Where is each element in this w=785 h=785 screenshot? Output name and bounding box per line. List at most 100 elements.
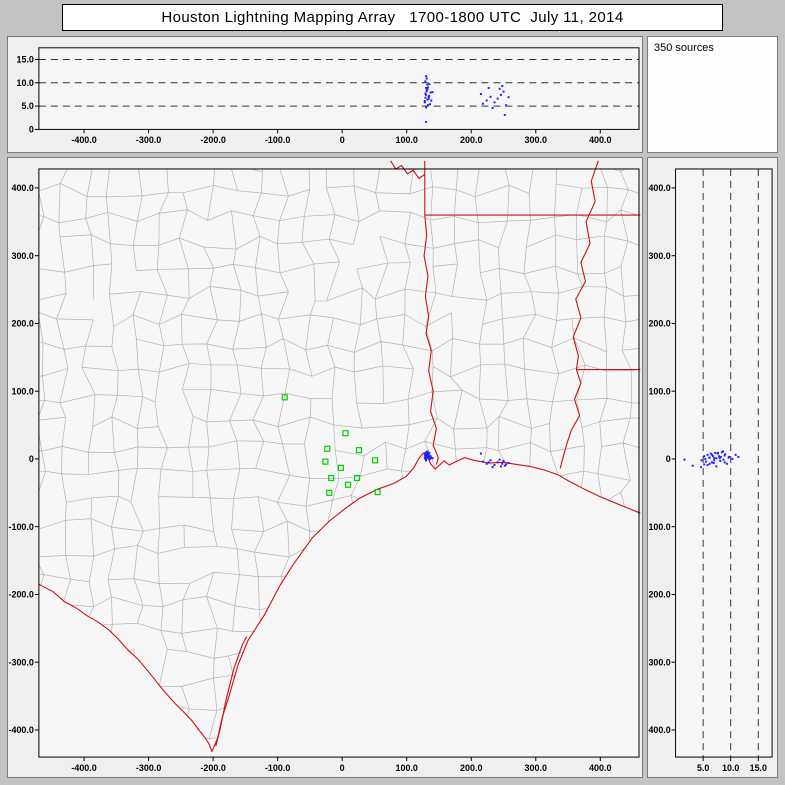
- source-point: [491, 106, 494, 109]
- source-point: [503, 464, 506, 467]
- source-point: [711, 461, 713, 464]
- station-marker: [355, 447, 363, 454]
- source-point: [425, 77, 428, 80]
- source-point: [481, 102, 484, 105]
- source-point: [426, 456, 429, 459]
- tick-label: 400.0: [589, 135, 611, 145]
- source-point: [430, 456, 433, 459]
- source-point: [429, 91, 432, 94]
- source-point: [429, 455, 432, 458]
- source-count-label: 350 sources: [654, 42, 714, 54]
- source-point: [723, 461, 726, 464]
- source-point: [499, 465, 502, 468]
- tick-label: -300.0: [648, 657, 671, 667]
- source-point: [428, 455, 431, 458]
- source-point: [507, 96, 510, 99]
- source-point: [496, 97, 499, 100]
- alt-vs-east-west-plot[interactable]: -400.0 -300.0 -200.0 -100.0 0 100.0 200.0 300.0…: [8, 37, 642, 152]
- plot-frame: [38, 168, 640, 758]
- source-point: [715, 457, 718, 460]
- source-point: [425, 453, 428, 456]
- source-point: [505, 463, 508, 466]
- tick-label: 5.0: [697, 763, 709, 773]
- tick-label: -200.0: [200, 135, 225, 145]
- station-marker: [344, 481, 352, 488]
- source-point: [704, 460, 707, 463]
- source-point: [427, 453, 430, 456]
- source-point: [427, 97, 430, 100]
- source-point: [720, 451, 723, 454]
- source-point: [428, 83, 431, 86]
- source-point: [708, 462, 711, 465]
- source-point: [703, 463, 706, 466]
- tick-label: 100.0: [648, 386, 670, 396]
- tick-label: -200.0: [8, 590, 33, 600]
- source-point: [691, 464, 694, 467]
- rio-grande-border: [38, 583, 213, 752]
- tick-label: -200.0: [648, 590, 671, 600]
- tick-label: 300.0: [525, 763, 547, 773]
- source-point: [731, 457, 734, 460]
- source-point: [487, 461, 490, 464]
- tick-label: 400.0: [648, 183, 670, 193]
- source-point: [427, 457, 430, 460]
- source-point: [425, 455, 428, 458]
- barrier-island: [215, 636, 248, 747]
- tick-label: 400.0: [11, 183, 33, 193]
- tick-label: -300.0: [136, 135, 161, 145]
- source-point: [683, 458, 686, 461]
- tick-label: 10.0: [16, 78, 33, 88]
- station-marker: [342, 430, 349, 437]
- source-point: [425, 75, 428, 78]
- source-point: [423, 453, 426, 456]
- source-point: [423, 456, 426, 459]
- source-histogram-panel[interactable]: 350 sources: [647, 36, 778, 153]
- source-point: [426, 455, 429, 458]
- source-point: [501, 85, 504, 88]
- source-point: [428, 457, 431, 460]
- source-point: [426, 88, 429, 91]
- station-marker: [374, 489, 381, 496]
- source-point: [712, 455, 715, 458]
- source-point: [507, 462, 510, 465]
- source-point: [489, 95, 492, 98]
- source-point: [426, 98, 429, 101]
- source-point: [706, 464, 709, 467]
- source-point: [719, 460, 722, 463]
- alt-vs-east-west-panel[interactable]: -400.0 -300.0 -200.0 -100.0 0 100.0 200.0 300.0…: [7, 36, 643, 153]
- source-point: [425, 106, 428, 109]
- source-point: [498, 458, 501, 461]
- source-point: [503, 113, 506, 116]
- source-point: [431, 91, 434, 94]
- source-point: [485, 462, 488, 465]
- tick-label: 300.0: [525, 135, 547, 145]
- source-point: [704, 457, 707, 460]
- source-point: [430, 99, 433, 102]
- state-border-line: [559, 160, 599, 469]
- source-point: [423, 101, 426, 104]
- source-point: [425, 93, 428, 96]
- alt-vs-north-south-panel[interactable]: 5.0 10.0 15.0 400.0 300.0 200.0 100.0 0 -100.0 -2…: [647, 157, 778, 778]
- page-title: Houston Lightning Mapping Array 1700-180…: [161, 9, 624, 26]
- source-point: [479, 452, 482, 455]
- source-point: [724, 453, 727, 456]
- source-point: [502, 90, 505, 93]
- alt-vs-north-south-plot[interactable]: 5.0 10.0 15.0 400.0 300.0 200.0 100.0 0 -100.0 -2…: [648, 158, 777, 777]
- tick-label: 0: [29, 125, 34, 135]
- source-point: [481, 460, 484, 463]
- plan-view-map-panel[interactable]: -400.0 -300.0 -200.0 -100.0 0 100.0 200.0 300.0…: [7, 157, 643, 778]
- source-point: [428, 451, 431, 454]
- source-point: [734, 453, 737, 456]
- plan-view-map-plot[interactable]: -400.0 -300.0 -200.0 -100.0 0 100.0 200.0 300.0…: [8, 158, 642, 777]
- tick-label: -300.0: [8, 657, 33, 667]
- tick-label: -100.0: [648, 522, 671, 532]
- source-point: [713, 457, 716, 460]
- source-point: [428, 103, 431, 106]
- tick-label: -400.0: [648, 725, 671, 735]
- tick-label: 200.0: [11, 319, 33, 329]
- source-point: [479, 93, 482, 95]
- source-point: [722, 450, 725, 453]
- tick-label: -100.0: [8, 522, 33, 532]
- station-marker: [337, 464, 344, 471]
